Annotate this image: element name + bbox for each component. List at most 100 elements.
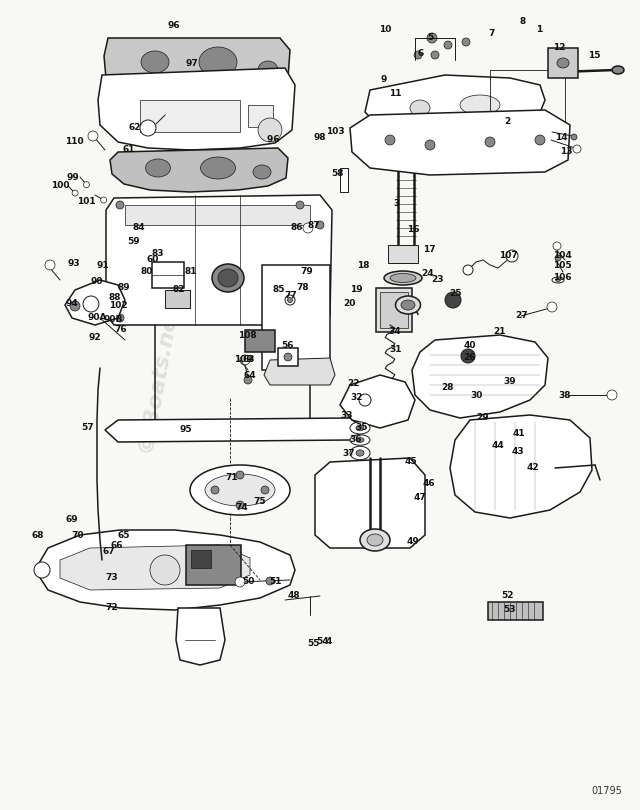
Polygon shape: [350, 110, 570, 175]
Text: 13: 13: [560, 147, 572, 156]
Circle shape: [425, 140, 435, 150]
Ellipse shape: [356, 450, 364, 456]
Text: 21: 21: [493, 327, 505, 336]
Text: 20: 20: [343, 300, 355, 309]
Bar: [340, 168, 348, 192]
Ellipse shape: [218, 269, 238, 287]
Ellipse shape: [285, 295, 295, 305]
Text: 89: 89: [118, 283, 131, 292]
Bar: [125, 205, 310, 225]
Bar: [488, 602, 543, 620]
Text: 19: 19: [349, 284, 362, 293]
Circle shape: [553, 242, 561, 250]
Text: 36: 36: [349, 436, 362, 445]
Text: 70: 70: [72, 531, 84, 539]
Text: 47: 47: [413, 493, 426, 502]
Circle shape: [445, 292, 461, 308]
Text: 42: 42: [527, 463, 540, 472]
Circle shape: [211, 486, 219, 494]
Circle shape: [431, 51, 439, 59]
Text: 88: 88: [109, 293, 121, 302]
Circle shape: [116, 314, 124, 322]
Text: 44: 44: [492, 441, 504, 450]
Text: 46: 46: [422, 480, 435, 488]
Text: 01795: 01795: [591, 786, 622, 796]
Circle shape: [88, 131, 98, 141]
Text: 15: 15: [588, 52, 600, 61]
Text: 64: 64: [244, 370, 256, 380]
Text: 96: 96: [267, 135, 283, 144]
Ellipse shape: [350, 446, 370, 460]
Text: 43: 43: [512, 447, 524, 457]
Text: 22: 22: [348, 378, 360, 387]
Text: 90A: 90A: [87, 313, 107, 322]
Circle shape: [116, 201, 124, 209]
Polygon shape: [65, 280, 125, 325]
Bar: [376, 288, 412, 332]
Text: 1: 1: [536, 25, 542, 35]
Circle shape: [34, 562, 50, 578]
Circle shape: [547, 302, 557, 312]
Text: 61: 61: [123, 146, 135, 155]
Bar: [165, 290, 190, 308]
Text: 110: 110: [65, 137, 83, 146]
Text: 77: 77: [285, 292, 298, 301]
Ellipse shape: [557, 58, 569, 68]
Text: 60: 60: [147, 255, 159, 265]
Circle shape: [258, 118, 282, 142]
Text: 103: 103: [326, 126, 344, 135]
Ellipse shape: [360, 529, 390, 551]
Text: 35: 35: [356, 423, 368, 432]
Ellipse shape: [205, 474, 275, 506]
Polygon shape: [365, 75, 545, 138]
Circle shape: [316, 221, 324, 229]
Bar: [152, 262, 184, 288]
Text: 32: 32: [351, 394, 364, 403]
Text: 25: 25: [450, 288, 462, 297]
Ellipse shape: [287, 297, 292, 302]
Text: 75: 75: [253, 497, 266, 506]
Bar: [186, 545, 241, 585]
Circle shape: [296, 314, 304, 322]
Text: 39: 39: [504, 377, 516, 386]
Ellipse shape: [556, 279, 561, 282]
Text: 38: 38: [559, 391, 572, 400]
Polygon shape: [110, 148, 288, 192]
Circle shape: [266, 577, 274, 585]
Text: 109: 109: [234, 356, 252, 364]
Circle shape: [571, 134, 577, 140]
Circle shape: [150, 555, 180, 585]
Circle shape: [72, 190, 78, 196]
Text: 12: 12: [553, 42, 565, 52]
Circle shape: [359, 394, 371, 406]
Text: 107: 107: [499, 250, 517, 259]
Text: 65: 65: [118, 531, 131, 539]
Text: 40: 40: [464, 342, 476, 351]
Ellipse shape: [460, 95, 500, 115]
Text: 59: 59: [128, 237, 140, 246]
Text: 54: 54: [317, 637, 330, 646]
Ellipse shape: [190, 465, 290, 515]
Circle shape: [236, 471, 244, 479]
Circle shape: [83, 181, 90, 188]
Text: 69: 69: [66, 514, 78, 523]
Text: 102: 102: [109, 301, 127, 309]
Text: 74: 74: [236, 504, 248, 513]
Circle shape: [45, 260, 55, 270]
Text: 86: 86: [291, 224, 303, 232]
Ellipse shape: [253, 165, 271, 179]
Text: 108: 108: [237, 331, 256, 340]
Ellipse shape: [258, 61, 278, 79]
Bar: [548, 48, 578, 78]
Text: 2: 2: [504, 117, 510, 126]
Bar: [262, 265, 330, 370]
Text: 7: 7: [489, 28, 495, 37]
Text: 104: 104: [552, 250, 572, 259]
Text: 82: 82: [173, 285, 185, 295]
Circle shape: [607, 390, 617, 400]
Ellipse shape: [141, 51, 169, 73]
Circle shape: [555, 255, 561, 261]
Ellipse shape: [401, 300, 415, 310]
Circle shape: [463, 265, 473, 275]
Circle shape: [261, 486, 269, 494]
